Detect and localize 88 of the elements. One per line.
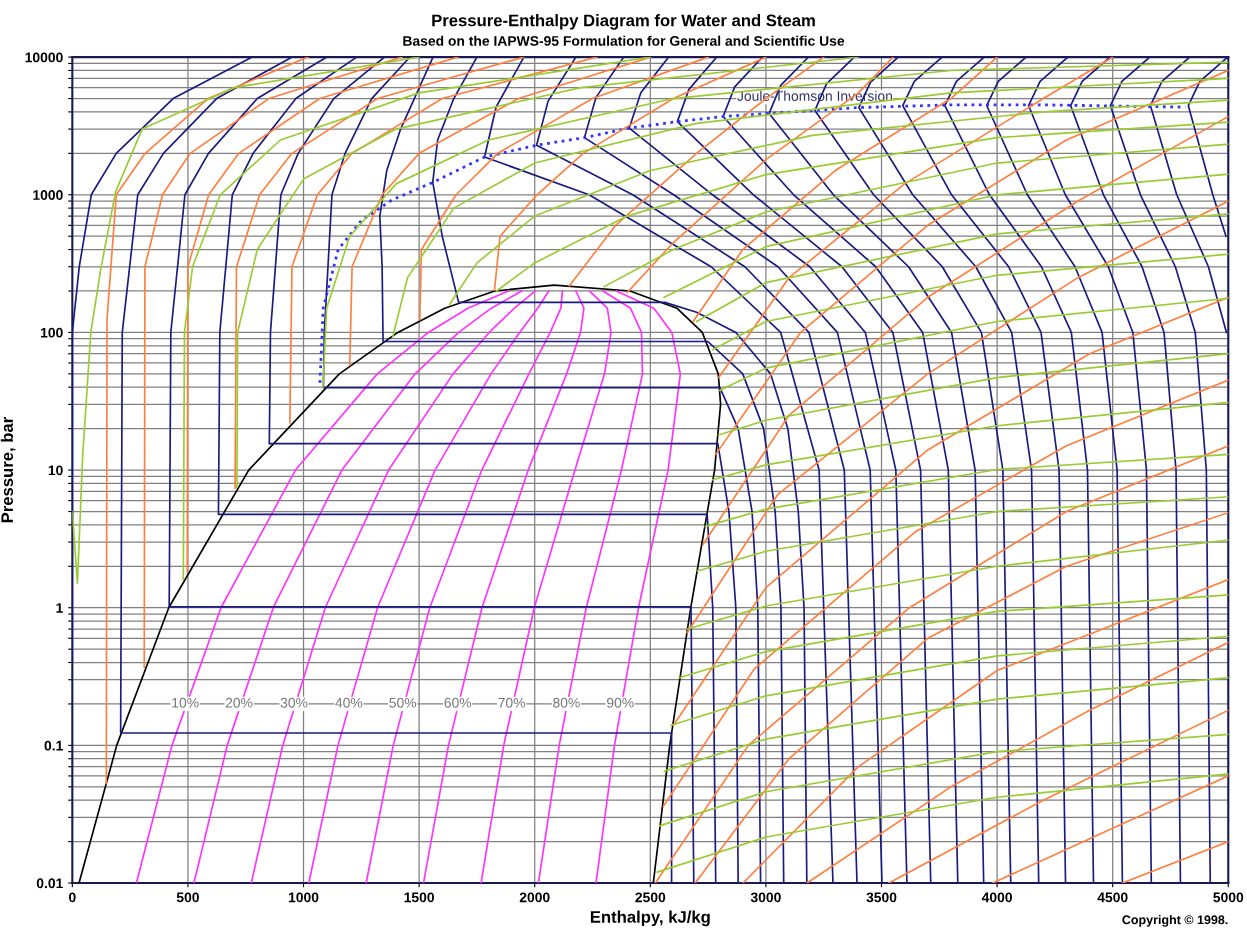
chart-title: Pressure-Enthalpy Diagram for Water and Steam [432,14,815,30]
line-series [186,57,459,573]
x-tick-label: 4500 [1097,892,1128,903]
annotation: 30% [280,697,308,708]
line-series [495,121,1229,292]
y-tick-label: 1 [56,603,63,613]
line-series [418,57,709,321]
line-series [663,676,1229,772]
line-series [595,290,682,884]
line-series [143,57,403,669]
x-tick-label: 2000 [519,892,550,903]
x-axis-title: Enthalpy, kJ/kg [590,910,710,927]
line-series [672,296,1229,727]
line-series [676,57,932,884]
line-series [686,539,1229,630]
line-series [483,57,834,884]
line-series [391,77,1229,338]
line-series [658,733,1229,827]
line-series [78,284,722,884]
y-tick-label: 10 [48,465,63,476]
annotation: 50% [389,697,417,708]
annotation: 90% [607,697,634,708]
annotation: 40% [335,697,363,708]
line-series [717,57,1114,379]
x-tick-label: 5000 [1213,892,1244,903]
x-tick-label: 2500 [635,892,666,903]
y-tick-label: 0.01 [36,878,63,889]
line-series [711,253,1229,351]
line-series [1109,57,1212,884]
line-series [448,99,1229,306]
line-series [719,297,1229,392]
line-series [670,635,1229,727]
line-series [537,290,644,884]
line-series [702,115,1229,545]
annotation: 70% [498,697,525,708]
line-series [806,641,1229,884]
line-series [696,495,1229,572]
line-series [72,57,420,585]
line-series [422,290,585,884]
line-series [1069,57,1182,884]
x-tick-label: 4000 [981,892,1012,903]
line-series [1149,57,1228,334]
line-series [289,57,598,424]
line-series [714,69,1229,456]
annotation: 80% [553,697,580,708]
line-series [308,290,550,884]
line-series [704,453,1229,528]
line-series [711,401,1229,481]
line-series [348,57,652,366]
x-tick-label: 0 [69,892,76,903]
line-series [1187,57,1229,238]
annotation: 60% [444,697,472,708]
x-tick-label: 1000 [288,892,319,903]
x-tick-label: 3500 [866,892,897,903]
line-series [742,578,1229,884]
chart-subtitle: Based on the IAPWS-95 Formulation for General and Scientific Use [403,35,845,46]
line-series [722,57,959,884]
line-series [944,57,1095,884]
y-tick-label: 1000 [33,190,63,200]
line-series [901,57,1067,884]
line-series [663,173,1229,299]
line-series [656,773,1229,873]
line-series [686,200,1229,634]
line-series [626,57,894,294]
y-axis-title: Pressure, bar [0,417,16,523]
annotation: 10% [172,697,199,708]
x-tick-label: 500 [176,892,199,903]
line-series [985,57,1124,884]
y-tick-label: 10000 [25,52,63,63]
y-tick-label: 100 [41,327,63,338]
annotation: 20% [225,697,253,708]
line-series [662,379,1229,808]
line-series [182,57,652,581]
line-series [717,352,1229,436]
line-series [678,594,1229,679]
line-series [1027,57,1153,884]
x-tick-label: 3000 [750,892,781,903]
line-series [694,511,1229,884]
y-tick-label: 0.1 [44,740,63,751]
line-series [692,57,998,323]
line-series [695,213,1229,323]
x-tick-label: 1500 [404,892,434,903]
line-series [234,57,525,489]
line-series [105,57,309,785]
text: Copyright © 1998. [1122,915,1228,927]
line-series [322,61,1229,389]
line-series [654,445,1229,884]
line-series [603,143,1229,288]
